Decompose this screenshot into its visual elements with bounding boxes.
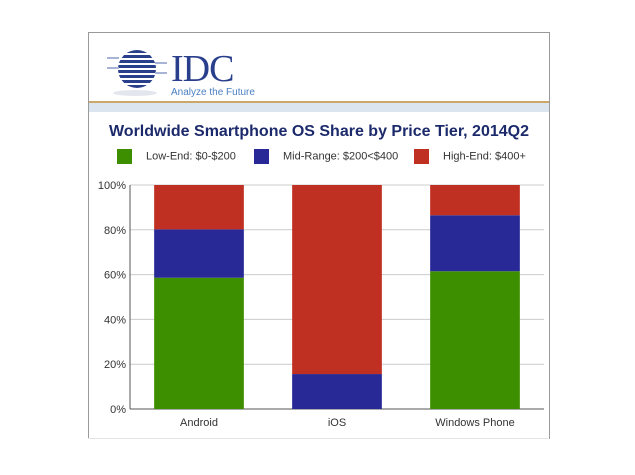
- chart-title: Worldwide Smartphone OS Share by Price T…: [108, 123, 529, 140]
- legend-label: High-End: $400+: [443, 150, 526, 163]
- globe-icon: [107, 50, 167, 96]
- logo-text: IDC: [171, 48, 234, 90]
- y-tick-label: 40%: [104, 314, 126, 326]
- legend-swatch: [117, 149, 132, 164]
- legend-label: Low-End: $0-$200: [146, 150, 236, 163]
- legend-item-low: Low-End: $0-$200: [117, 149, 236, 164]
- y-tick-label: 80%: [104, 225, 126, 237]
- legend-swatch: [254, 149, 269, 164]
- x-tick-label: Windows Phone: [435, 417, 515, 429]
- header-band: [89, 103, 549, 112]
- bar-android-segment-2: [154, 185, 244, 230]
- legend-swatch: [414, 149, 429, 164]
- y-tick-label: 60%: [104, 270, 126, 282]
- bar-android-segment-1: [154, 229, 244, 278]
- y-tick-label: 20%: [104, 359, 126, 371]
- x-tick-label: Android: [180, 417, 218, 429]
- y-tick-label: 0%: [110, 404, 126, 416]
- bar-windows-phone-segment-0: [430, 271, 520, 409]
- bar-ios-segment-2: [292, 185, 382, 375]
- y-tick-label: 100%: [98, 180, 126, 192]
- idc-logo: IDC Analyze the Future: [105, 47, 255, 98]
- bar-android-segment-0: [154, 277, 244, 409]
- legend-label: Mid-Range: $200<$400: [283, 150, 399, 163]
- legend-item-mid: Mid-Range: $200<$400: [254, 149, 398, 164]
- frame-bottom-line: [88, 438, 548, 439]
- x-tick-label: iOS: [328, 417, 346, 429]
- legend-item-high: High-End: $400+: [414, 149, 526, 164]
- logo-tagline: Analyze the Future: [171, 87, 255, 98]
- bar-windows-phone-segment-1: [430, 215, 520, 272]
- header-divider: [89, 101, 549, 103]
- bar-ios-segment-1: [292, 374, 382, 409]
- bar-windows-phone-segment-2: [430, 185, 520, 216]
